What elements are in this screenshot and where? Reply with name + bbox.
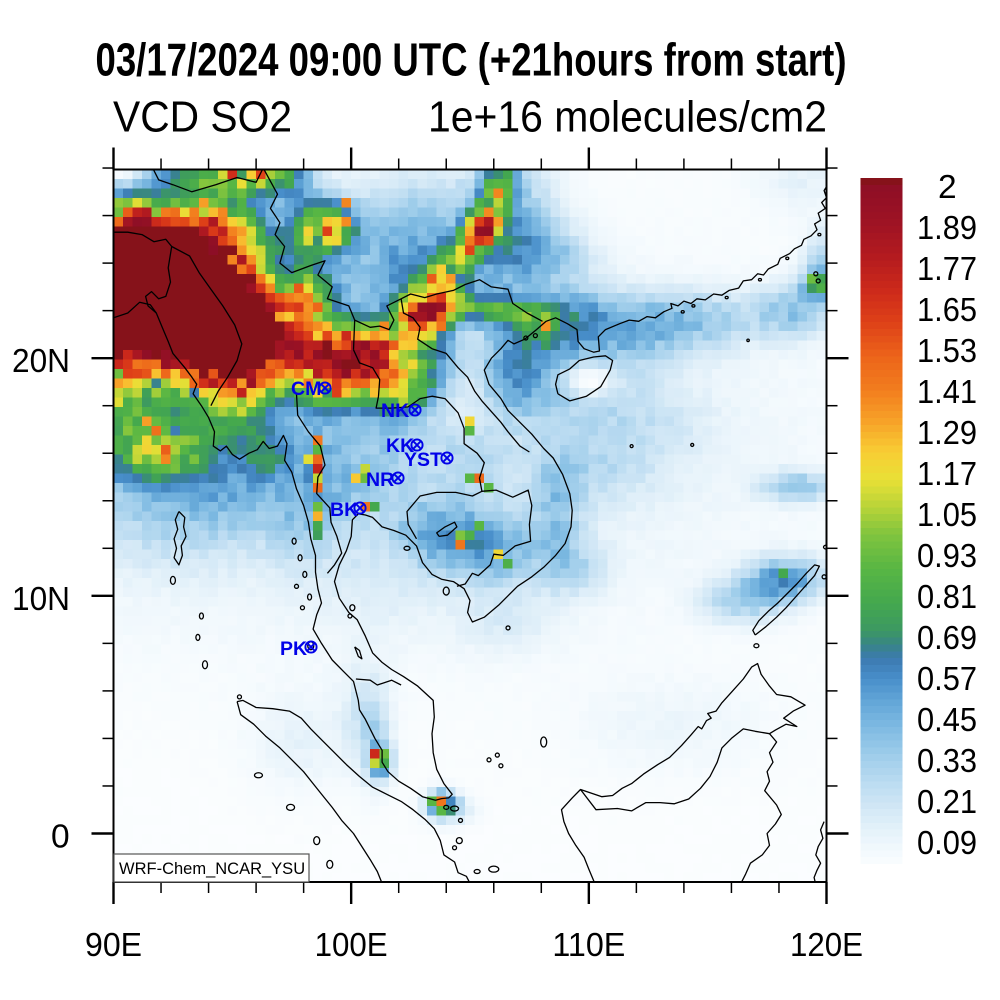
svg-text:0.21: 0.21 bbox=[917, 784, 977, 821]
svg-text:1e+16 molecules/cm2: 1e+16 molecules/cm2 bbox=[428, 94, 827, 142]
svg-text:YST: YST bbox=[404, 449, 442, 471]
svg-text:90E: 90E bbox=[85, 927, 142, 964]
svg-text:1.89: 1.89 bbox=[917, 210, 977, 247]
svg-text:1.77: 1.77 bbox=[917, 251, 977, 288]
svg-text:10N: 10N bbox=[12, 581, 70, 618]
svg-text:1.41: 1.41 bbox=[917, 374, 977, 411]
svg-text:03/17/2024 09:00 UTC (+21hours: 03/17/2024 09:00 UTC (+21hours from star… bbox=[96, 34, 847, 86]
svg-text:100E: 100E bbox=[315, 927, 388, 964]
svg-text:1.17: 1.17 bbox=[917, 456, 977, 493]
svg-text:NR: NR bbox=[366, 469, 394, 491]
svg-text:0.69: 0.69 bbox=[917, 620, 977, 657]
svg-text:1.53: 1.53 bbox=[917, 333, 977, 370]
svg-text:0.33: 0.33 bbox=[917, 743, 977, 780]
svg-text:120E: 120E bbox=[790, 927, 863, 964]
svg-text:1.29: 1.29 bbox=[917, 415, 977, 452]
svg-text:0.93: 0.93 bbox=[917, 538, 977, 575]
svg-text:0: 0 bbox=[51, 819, 70, 856]
svg-text:NK: NK bbox=[381, 400, 409, 422]
svg-text:0.57: 0.57 bbox=[917, 661, 977, 698]
svg-text:WRF-Chem_NCAR_YSU: WRF-Chem_NCAR_YSU bbox=[119, 860, 305, 878]
svg-text:1.05: 1.05 bbox=[917, 497, 977, 534]
svg-text:20N: 20N bbox=[12, 343, 70, 380]
svg-text:0.09: 0.09 bbox=[917, 825, 977, 862]
svg-text:110E: 110E bbox=[552, 927, 625, 964]
svg-text:KK: KK bbox=[386, 435, 414, 457]
svg-text:1.65: 1.65 bbox=[917, 292, 977, 329]
svg-text:CM: CM bbox=[291, 378, 321, 400]
svg-text:0.81: 0.81 bbox=[917, 579, 977, 616]
svg-text:VCD SO2: VCD SO2 bbox=[113, 94, 292, 142]
svg-text:2: 2 bbox=[938, 169, 957, 206]
svg-text:0.45: 0.45 bbox=[917, 702, 977, 739]
